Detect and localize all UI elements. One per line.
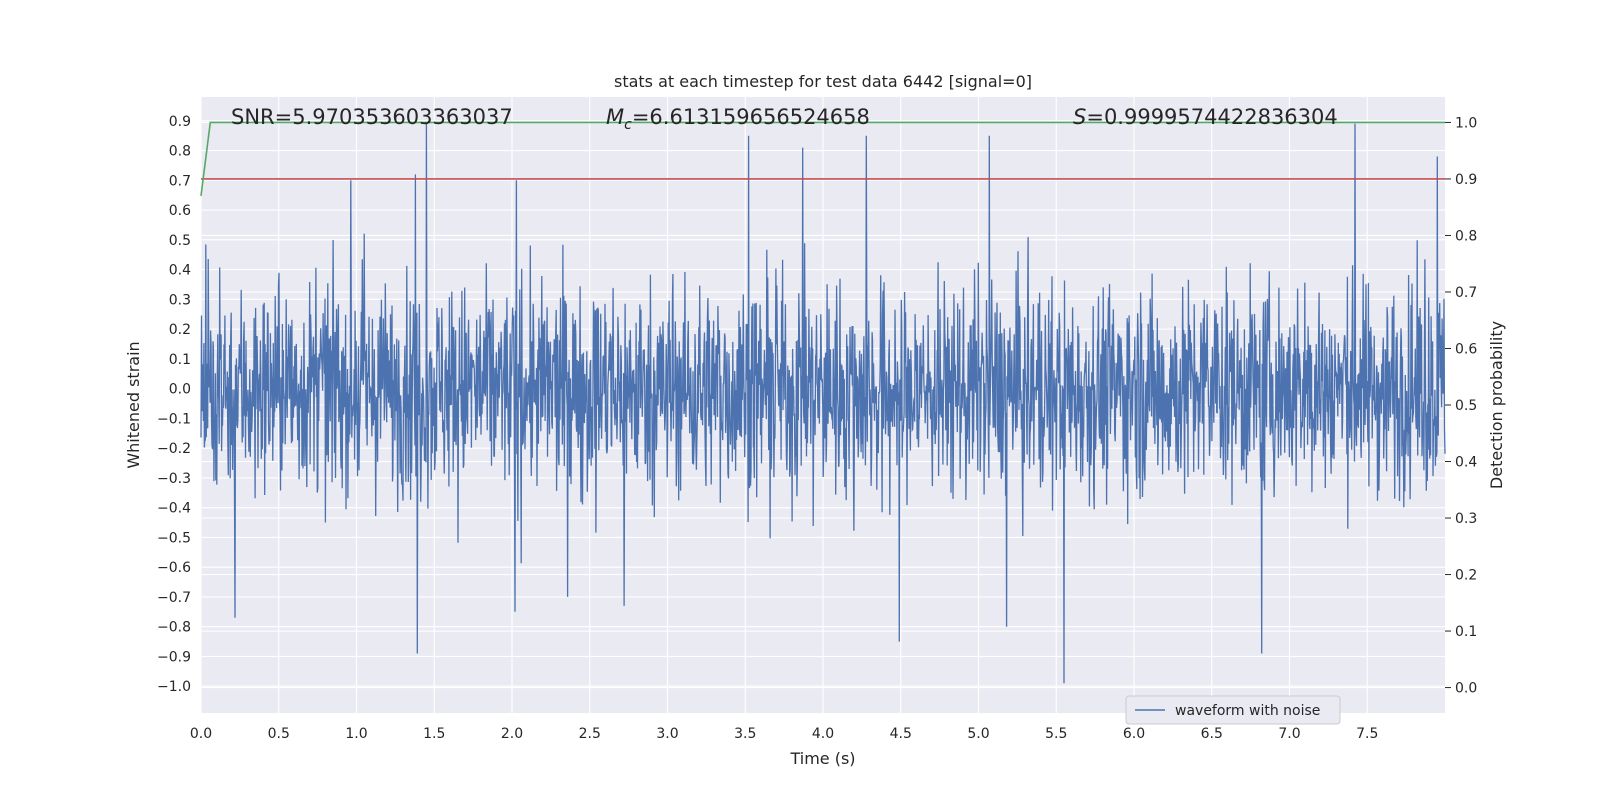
x-tick-label: 6.0	[1123, 726, 1145, 742]
x-tick-label: 1.0	[345, 726, 367, 742]
x-axis-label: Time (s)	[789, 749, 855, 768]
y-axis-label: Whitened strain	[124, 341, 143, 468]
waveform-with-noise-series	[200, 123, 1446, 684]
y-tick-label: 0.2	[169, 322, 191, 338]
x-tick-label: 0.0	[190, 726, 212, 742]
detection-probability-line	[200, 121, 1445, 197]
y-tick-label: 0.7	[169, 173, 191, 189]
y2-tick-label: 0.7	[1455, 285, 1477, 301]
legend-box	[1125, 695, 1341, 725]
y2-tick-label: 0.1	[1455, 624, 1477, 640]
detection-stat-symbol: S	[1073, 105, 1086, 129]
y2-tick-label: 0.6	[1455, 341, 1477, 357]
x-tick-label: 5.5	[1045, 726, 1067, 742]
y2-tick-label: 0.0	[1455, 681, 1477, 697]
ticks: 0.0 0.5 1.0 1.5 2.0 2.5 3.0 3.5 4.0 4.5 5.0 5.5 6.0 6…	[157, 114, 1477, 742]
y2-tick-label: 0.4	[1455, 455, 1477, 471]
y-tick-label: −0.9	[157, 649, 191, 665]
y-tick-label: 0.6	[169, 203, 191, 219]
legend-label: waveform with noise	[1175, 703, 1320, 719]
y-tick-label: 0.1	[169, 352, 191, 368]
y2-tick-label: 0.5	[1455, 398, 1477, 414]
waveform-line	[200, 123, 1446, 684]
legend: waveform with noise	[1125, 695, 1341, 725]
y-tick-label: −1.0	[157, 679, 191, 695]
y2-axis-label: Detection probability	[1487, 321, 1506, 489]
x-tick-label: 2.0	[501, 726, 523, 742]
x-tick-label: 2.5	[579, 726, 601, 742]
detection-probability-layer	[200, 121, 1445, 197]
x-tick-label: 4.0	[812, 726, 834, 742]
x-tick-label: 0.5	[268, 726, 290, 742]
y-tick-label: 0.4	[169, 263, 191, 279]
y-tick-label: 0.0	[169, 382, 191, 398]
x-tick-label: 7.5	[1356, 726, 1378, 742]
x-tick-label: 1.5	[423, 726, 445, 742]
y-tick-label: −0.3	[157, 471, 191, 487]
snr-annotation: SNR=5.970353603363037	[231, 105, 513, 129]
y-tick-label: 0.9	[169, 114, 191, 130]
detection-stat-annotation: S=0.9999574422836304	[1073, 105, 1338, 129]
y-tick-label: −0.4	[157, 501, 191, 517]
y2-tick-label: 0.9	[1455, 172, 1477, 188]
y-tick-label: −0.6	[157, 560, 191, 576]
x-tick-label: 3.0	[656, 726, 678, 742]
y2-tick-label: 0.3	[1455, 511, 1477, 527]
chart-title: stats at each timestep for test data 644…	[614, 72, 1032, 91]
detection-stat-value: =0.9999574422836304	[1086, 105, 1337, 129]
y-tick-label: −0.5	[157, 530, 191, 546]
y-tick-label: 0.8	[169, 144, 191, 160]
y-tick-label: 0.5	[169, 233, 191, 249]
x-tick-label: 7.0	[1278, 726, 1300, 742]
x-tick-label: 5.0	[967, 726, 989, 742]
y-tick-label: −0.2	[157, 441, 191, 457]
y-tick-label: −0.1	[157, 411, 191, 427]
y2-tick-label: 0.2	[1455, 568, 1477, 584]
x-tick-label: 4.5	[890, 726, 912, 742]
x-tick-label: 6.5	[1201, 726, 1223, 742]
chirp-mass-symbol: M	[606, 105, 624, 129]
x-tick-label: 3.5	[734, 726, 756, 742]
y2-tick-label: 1.0	[1455, 115, 1477, 131]
chirp-mass-value: =6.613159656524658	[632, 105, 870, 129]
y-tick-label: −0.7	[157, 590, 191, 606]
y-tick-label: 0.3	[169, 292, 191, 308]
y-tick-label: −0.8	[157, 620, 191, 636]
y2-tick-label: 0.8	[1455, 228, 1477, 244]
chirp-mass-subscript: c	[624, 117, 632, 133]
chirp-mass-annotation: Mc=6.613159656524658	[606, 105, 870, 133]
